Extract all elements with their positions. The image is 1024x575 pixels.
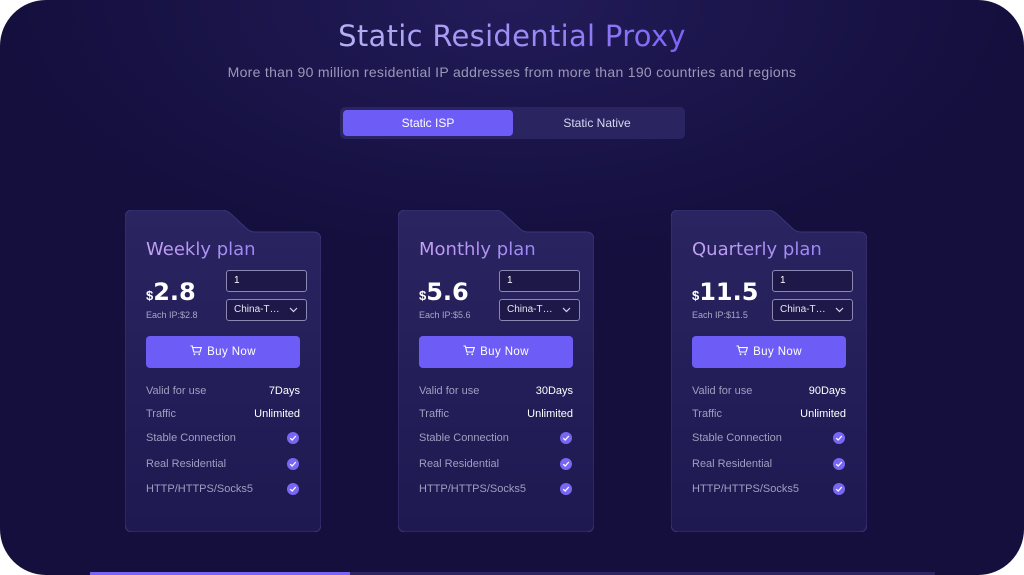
buy-now-label: Buy Now <box>480 346 529 358</box>
feature-row: Real Residential <box>146 458 300 474</box>
region-select[interactable]: China-T… <box>226 299 307 321</box>
check-circle-icon <box>287 432 299 444</box>
feature-row: HTTP/HTTPS/Socks5 <box>146 483 300 499</box>
quantity-input[interactable]: 1 <box>499 270 580 292</box>
feature-row: Real Residential <box>692 458 846 474</box>
traffic-row: Traffic Unlimited <box>419 408 573 424</box>
check-circle-icon <box>287 483 299 495</box>
region-select-value: China-T… <box>234 304 280 315</box>
plan-name: Quarterly plan <box>692 239 822 260</box>
check-circle-icon <box>833 458 845 470</box>
feature-label: Real Residential <box>692 458 773 470</box>
plan-name: Weekly plan <box>146 239 256 260</box>
valid-row: Valid for use 30Days <box>419 385 573 401</box>
check-circle-icon <box>560 483 572 495</box>
feature-row: Stable Connection <box>692 432 846 448</box>
cart-icon <box>190 345 203 359</box>
cart-icon <box>463 345 476 359</box>
feature-label: Real Residential <box>419 458 500 470</box>
feature-label: Stable Connection <box>146 432 236 444</box>
plan-name: Monthly plan <box>419 239 536 260</box>
plan-price: $11.5 <box>692 278 759 306</box>
buy-now-button[interactable]: Buy Now <box>419 336 573 368</box>
traffic-label: Traffic <box>419 408 449 420</box>
region-select-value: China-T… <box>507 304 553 315</box>
feature-label: HTTP/HTTPS/Socks5 <box>419 483 526 495</box>
valid-value: 30Days <box>535 385 573 397</box>
plan-type-tabs: Static ISP Static Native <box>340 107 685 139</box>
valid-value: 90Days <box>808 385 846 397</box>
region-select-value: China-T… <box>780 304 826 315</box>
feature-row: HTTP/HTTPS/Socks5 <box>419 483 573 499</box>
traffic-row: Traffic Unlimited <box>692 408 846 424</box>
feature-label: Stable Connection <box>419 432 509 444</box>
chevron-down-icon <box>289 300 298 327</box>
valid-value: 7Days <box>268 385 300 397</box>
valid-label: Valid for use <box>692 385 753 397</box>
check-circle-icon <box>833 483 845 495</box>
scroll-indicator[interactable] <box>90 572 935 575</box>
feature-row: Stable Connection <box>146 432 300 448</box>
feature-row: Real Residential <box>419 458 573 474</box>
plan-card-3: Quarterly plan $11.5 Each IP:$11.5 1 Chi… <box>671 210 867 532</box>
valid-row: Valid for use 90Days <box>692 385 846 401</box>
feature-label: Real Residential <box>146 458 227 470</box>
valid-row: Valid for use 7Days <box>146 385 300 401</box>
plan-price: $2.8 <box>146 278 196 306</box>
feature-row: HTTP/HTTPS/Socks5 <box>692 483 846 499</box>
traffic-value: Unlimited <box>254 408 300 420</box>
price-per-ip: Each IP:$2.8 <box>146 310 198 320</box>
check-circle-icon <box>560 432 572 444</box>
cart-icon <box>736 345 749 359</box>
feature-label: HTTP/HTTPS/Socks5 <box>692 483 799 495</box>
price-per-ip: Each IP:$11.5 <box>692 310 748 320</box>
buy-now-button[interactable]: Buy Now <box>692 336 846 368</box>
region-select[interactable]: China-T… <box>772 299 853 321</box>
traffic-row: Traffic Unlimited <box>146 408 300 424</box>
chevron-down-icon <box>562 300 571 327</box>
check-circle-icon <box>287 458 299 470</box>
traffic-label: Traffic <box>146 408 176 420</box>
plan-card-2: Monthly plan $5.6 Each IP:$5.6 1 China-T… <box>398 210 594 532</box>
region-select[interactable]: China-T… <box>499 299 580 321</box>
feature-row: Stable Connection <box>419 432 573 448</box>
buy-now-label: Buy Now <box>207 346 256 358</box>
check-circle-icon <box>560 458 572 470</box>
buy-now-button[interactable]: Buy Now <box>146 336 300 368</box>
feature-label: HTTP/HTTPS/Socks5 <box>146 483 253 495</box>
traffic-value: Unlimited <box>527 408 573 420</box>
tab-static-isp[interactable]: Static ISP <box>343 110 513 136</box>
page-title: Static Residential Proxy <box>338 19 686 53</box>
feature-label: Stable Connection <box>692 432 782 444</box>
buy-now-label: Buy Now <box>753 346 802 358</box>
quantity-input[interactable]: 1 <box>772 270 853 292</box>
quantity-input[interactable]: 1 <box>226 270 307 292</box>
traffic-label: Traffic <box>692 408 722 420</box>
valid-label: Valid for use <box>419 385 480 397</box>
page-subtitle: More than 90 million residential IP addr… <box>227 64 797 80</box>
check-circle-icon <box>833 432 845 444</box>
plan-price: $5.6 <box>419 278 469 306</box>
price-per-ip: Each IP:$5.6 <box>419 310 471 320</box>
plan-card-1: Weekly plan $2.8 Each IP:$2.8 1 China-T…… <box>125 210 321 532</box>
traffic-value: Unlimited <box>800 408 846 420</box>
tab-static-native[interactable]: Static Native <box>563 116 631 130</box>
chevron-down-icon <box>835 300 844 327</box>
valid-label: Valid for use <box>146 385 207 397</box>
